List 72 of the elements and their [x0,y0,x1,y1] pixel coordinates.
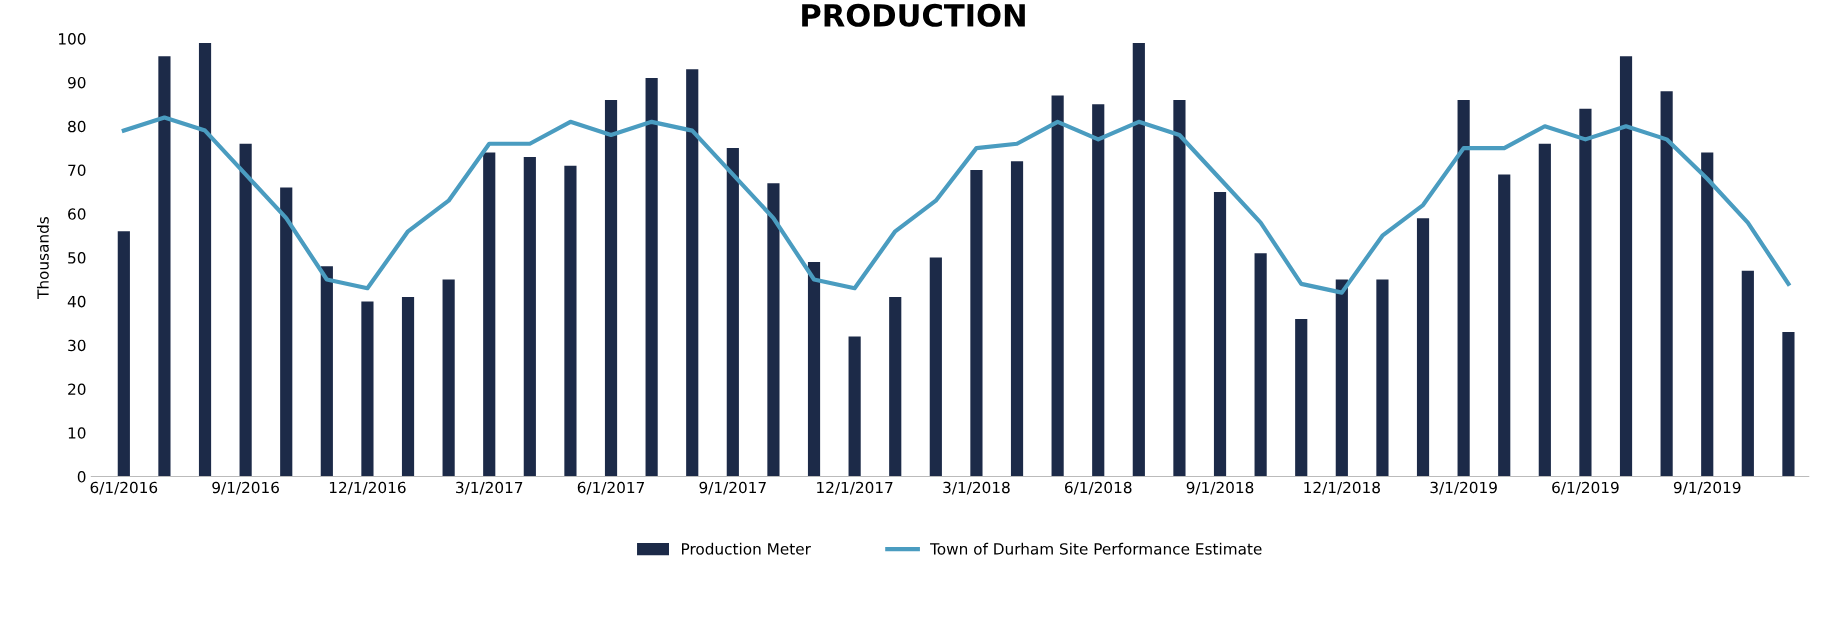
bar [929,257,942,477]
bar [1010,161,1024,477]
legend-label: Town of Durham Site Performance Estimate [930,542,1262,555]
y-tick-label: 50 [68,252,86,264]
bar [889,297,902,477]
bar [1092,104,1105,477]
bar [1660,91,1673,477]
y-tick-label: 70 [68,164,86,177]
x-tick-label: 6/1/2016 [90,481,158,495]
bar [117,231,130,477]
bar [198,43,212,477]
x-tick-label: 12/1/2017 [817,481,893,495]
bar [1457,99,1470,477]
bar [848,336,861,477]
x-tick-label: 9/1/2019 [1673,481,1741,495]
bar [1741,270,1754,477]
bar [767,183,780,477]
bar [686,69,699,477]
bar [320,266,333,477]
y-tick-label: 80 [68,120,86,133]
bar [1295,318,1308,477]
bar [401,297,415,477]
x-tick-label: 9/1/2018 [1186,481,1254,495]
legend-label: Production Meter [682,542,811,555]
bar [158,56,171,477]
bar [1213,191,1227,477]
x-tick-label: 9/1/2016 [212,481,279,495]
y-tick-label: 100 [59,33,86,45]
bar [1416,218,1430,477]
x-tick-label: 3/1/2017 [456,481,523,495]
bar [1173,99,1186,477]
y-tick-label: 0 [77,471,86,483]
y-tick-label: 20 [68,383,86,395]
x-tick-label: 9/1/2017 [699,481,766,495]
bar [1051,95,1064,477]
bar [726,148,739,477]
bar [1538,143,1551,477]
bar [645,78,658,477]
y-tick-label: 30 [68,339,86,352]
bar [280,187,293,477]
x-tick-label: 6/1/2018 [1064,481,1132,495]
x-tick-label: 12/1/2016 [329,481,406,495]
bar [1498,174,1511,477]
bar [1782,332,1795,477]
y-tick-label: 40 [67,295,86,308]
bar [1335,279,1348,477]
bar [523,156,536,477]
bar [1376,279,1389,477]
y-tick-label: 90 [68,76,86,89]
bar [1132,43,1145,477]
chart-title: PRODUCTION [802,3,1025,27]
x-tick-label: 12/1/2018 [1304,481,1380,495]
bar [1254,253,1267,477]
bar [970,170,983,477]
bar [239,143,252,477]
x-tick-label: 3/1/2018 [943,481,1010,495]
bar [442,279,455,477]
y-tick-label: 10 [68,427,86,439]
bar [807,261,821,477]
bar [361,301,374,477]
bar [564,165,577,477]
bar [1619,56,1633,477]
y-axis-title: Thousands [36,216,49,299]
bar [1579,108,1592,477]
x-tick-label: 3/1/2019 [1430,481,1497,495]
x-tick-label: 6/1/2017 [577,481,645,495]
bar [604,99,618,477]
bar [1701,152,1714,477]
y-tick-label: 60 [68,208,86,220]
x-tick-label: 6/1/2019 [1552,481,1619,495]
line-series [121,115,1791,295]
bar [483,152,496,477]
